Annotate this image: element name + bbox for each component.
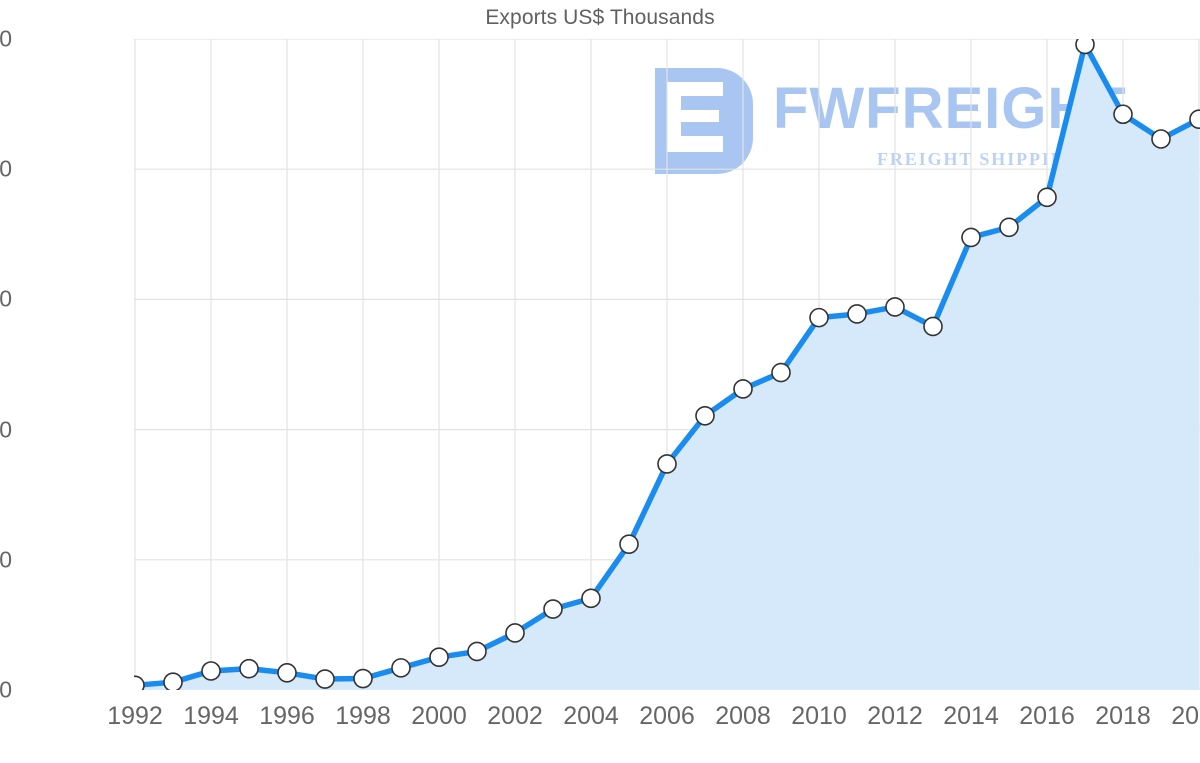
x-axis-tick-label: 2010 (791, 702, 847, 730)
x-axis-tick-label: 1998 (335, 702, 391, 730)
data-point-marker[interactable] (961, 227, 981, 248)
data-point-marker[interactable] (505, 623, 525, 643)
data-point-marker[interactable] (391, 658, 411, 678)
data-point-marker[interactable] (885, 297, 905, 317)
data-point-marker[interactable] (353, 668, 373, 689)
data-point-marker[interactable] (315, 669, 335, 689)
y-axis-tick-label: 500 000 (0, 546, 12, 573)
x-axis-tick-label: 2012 (867, 702, 923, 730)
x-axis-tick-label: 2016 (1019, 702, 1075, 730)
y-axis-tick-label: 2 000 000 (0, 155, 12, 182)
y-axis-tick-label: 1 500 000 (0, 285, 12, 312)
data-point-marker[interactable] (1113, 104, 1133, 125)
area-fill (135, 44, 1199, 690)
x-axis-tick-label: 2008 (715, 702, 771, 730)
x-axis-tick-label: 1992 (107, 702, 163, 730)
data-point-marker[interactable] (467, 641, 487, 662)
data-point-marker[interactable] (201, 661, 221, 681)
x-axis-tick-label: 2020 (1171, 702, 1200, 730)
x-axis-tick-label: 1994 (183, 702, 239, 730)
y-axis-tick-label: 1 000 000 (0, 416, 12, 443)
data-point-marker[interactable] (619, 534, 639, 554)
data-point-marker[interactable] (1189, 109, 1200, 129)
x-axis-tick-label: 2004 (563, 702, 619, 730)
data-point-marker[interactable] (134, 675, 145, 690)
chart-title: Exports US$ Thousands (485, 6, 715, 29)
data-point-marker[interactable] (163, 672, 183, 690)
x-axis-tick-label: 2002 (487, 702, 543, 730)
x-axis-tick-label: 2000 (411, 702, 467, 730)
x-axis-tick-label: 2014 (943, 702, 999, 730)
plot-area (134, 39, 1200, 690)
data-point-marker[interactable] (999, 217, 1019, 238)
data-point-marker[interactable] (543, 599, 563, 619)
data-point-marker[interactable] (1151, 129, 1171, 149)
x-axis-tick-label: 2018 (1095, 702, 1151, 730)
data-point-marker[interactable] (277, 663, 297, 683)
data-point-marker[interactable] (695, 405, 715, 426)
x-axis-tick-label: 1996 (259, 702, 315, 730)
data-point-marker[interactable] (847, 304, 867, 324)
data-point-marker[interactable] (581, 588, 601, 609)
y-axis-tick-label: 0 (0, 676, 12, 703)
data-point-marker[interactable] (733, 379, 753, 399)
data-point-markers (134, 39, 1200, 690)
data-point-marker[interactable] (657, 454, 677, 474)
data-point-marker[interactable] (923, 316, 943, 337)
data-point-marker[interactable] (809, 307, 829, 328)
y-axis-tick-label: 2 500 000 (0, 25, 12, 52)
data-point-marker[interactable] (771, 362, 791, 383)
data-point-marker[interactable] (429, 647, 449, 667)
data-point-marker[interactable] (239, 658, 259, 679)
data-point-marker[interactable] (1037, 187, 1057, 208)
data-point-marker[interactable] (1075, 39, 1095, 55)
x-axis-tick-label: 2006 (639, 702, 695, 730)
